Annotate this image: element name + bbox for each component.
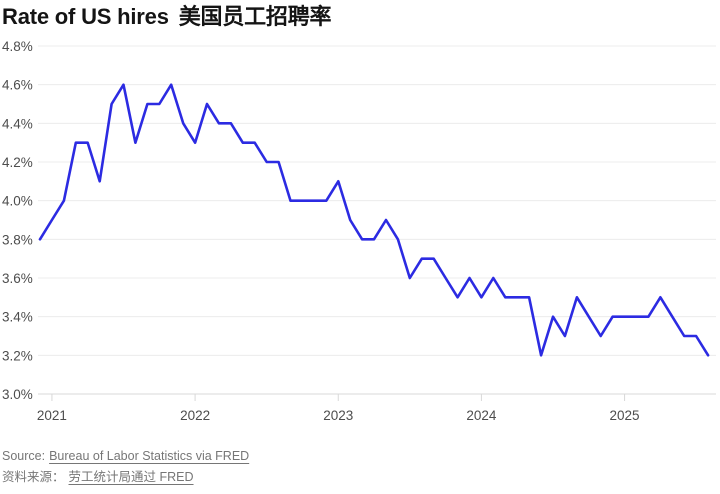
- source-link-en[interactable]: Bureau of Labor Statistics via FRED: [49, 449, 250, 463]
- chart-title-en: Rate of US hires: [2, 4, 169, 29]
- source-prefix-en: Source:: [2, 449, 46, 463]
- x-axis-label: 2024: [466, 408, 497, 423]
- source-prefix-zh: 资料来源：: [2, 470, 65, 484]
- source-line-zh: 资料来源： 劳工统计局通过 FRED: [2, 467, 249, 488]
- y-axis-label: 4.2%: [2, 155, 33, 170]
- y-axis-label: 4.0%: [2, 194, 33, 209]
- hires-line-chart: 4.8% 4.6% 4.4% 4.2% 4.0% 3.8% 3.6% 3.4% 3.2% 3.0%…: [2, 39, 716, 423]
- y-axis-label: 3.6%: [2, 271, 33, 286]
- y-axis-label: 3.4%: [2, 310, 33, 325]
- y-axis-label: 4.8%: [2, 39, 33, 54]
- source-line-en: Source: Bureau of Labor Statistics via FR…: [2, 446, 249, 467]
- chart-title: Rate of US hires 美国员工招聘率: [2, 2, 332, 32]
- y-axis-label: 4.4%: [2, 116, 33, 131]
- y-axis-label: 3.0%: [2, 387, 33, 402]
- y-axis-label: 3.2%: [2, 348, 33, 363]
- chart-title-zh: 美国员工招聘率: [178, 4, 332, 29]
- source-block: Source: Bureau of Labor Statistics via FR…: [2, 446, 249, 488]
- x-axis-label: 2021: [37, 408, 67, 423]
- hires-trend-line: [38, 83, 710, 357]
- source-link-zh[interactable]: 劳工统计局通过 FRED: [68, 470, 194, 484]
- x-axis-label: 2025: [610, 408, 640, 423]
- y-axis-label: 4.6%: [2, 78, 33, 93]
- y-axis-label: 3.8%: [2, 232, 33, 247]
- x-axis-label: 2022: [180, 408, 210, 423]
- x-axis-label: 2023: [323, 408, 353, 423]
